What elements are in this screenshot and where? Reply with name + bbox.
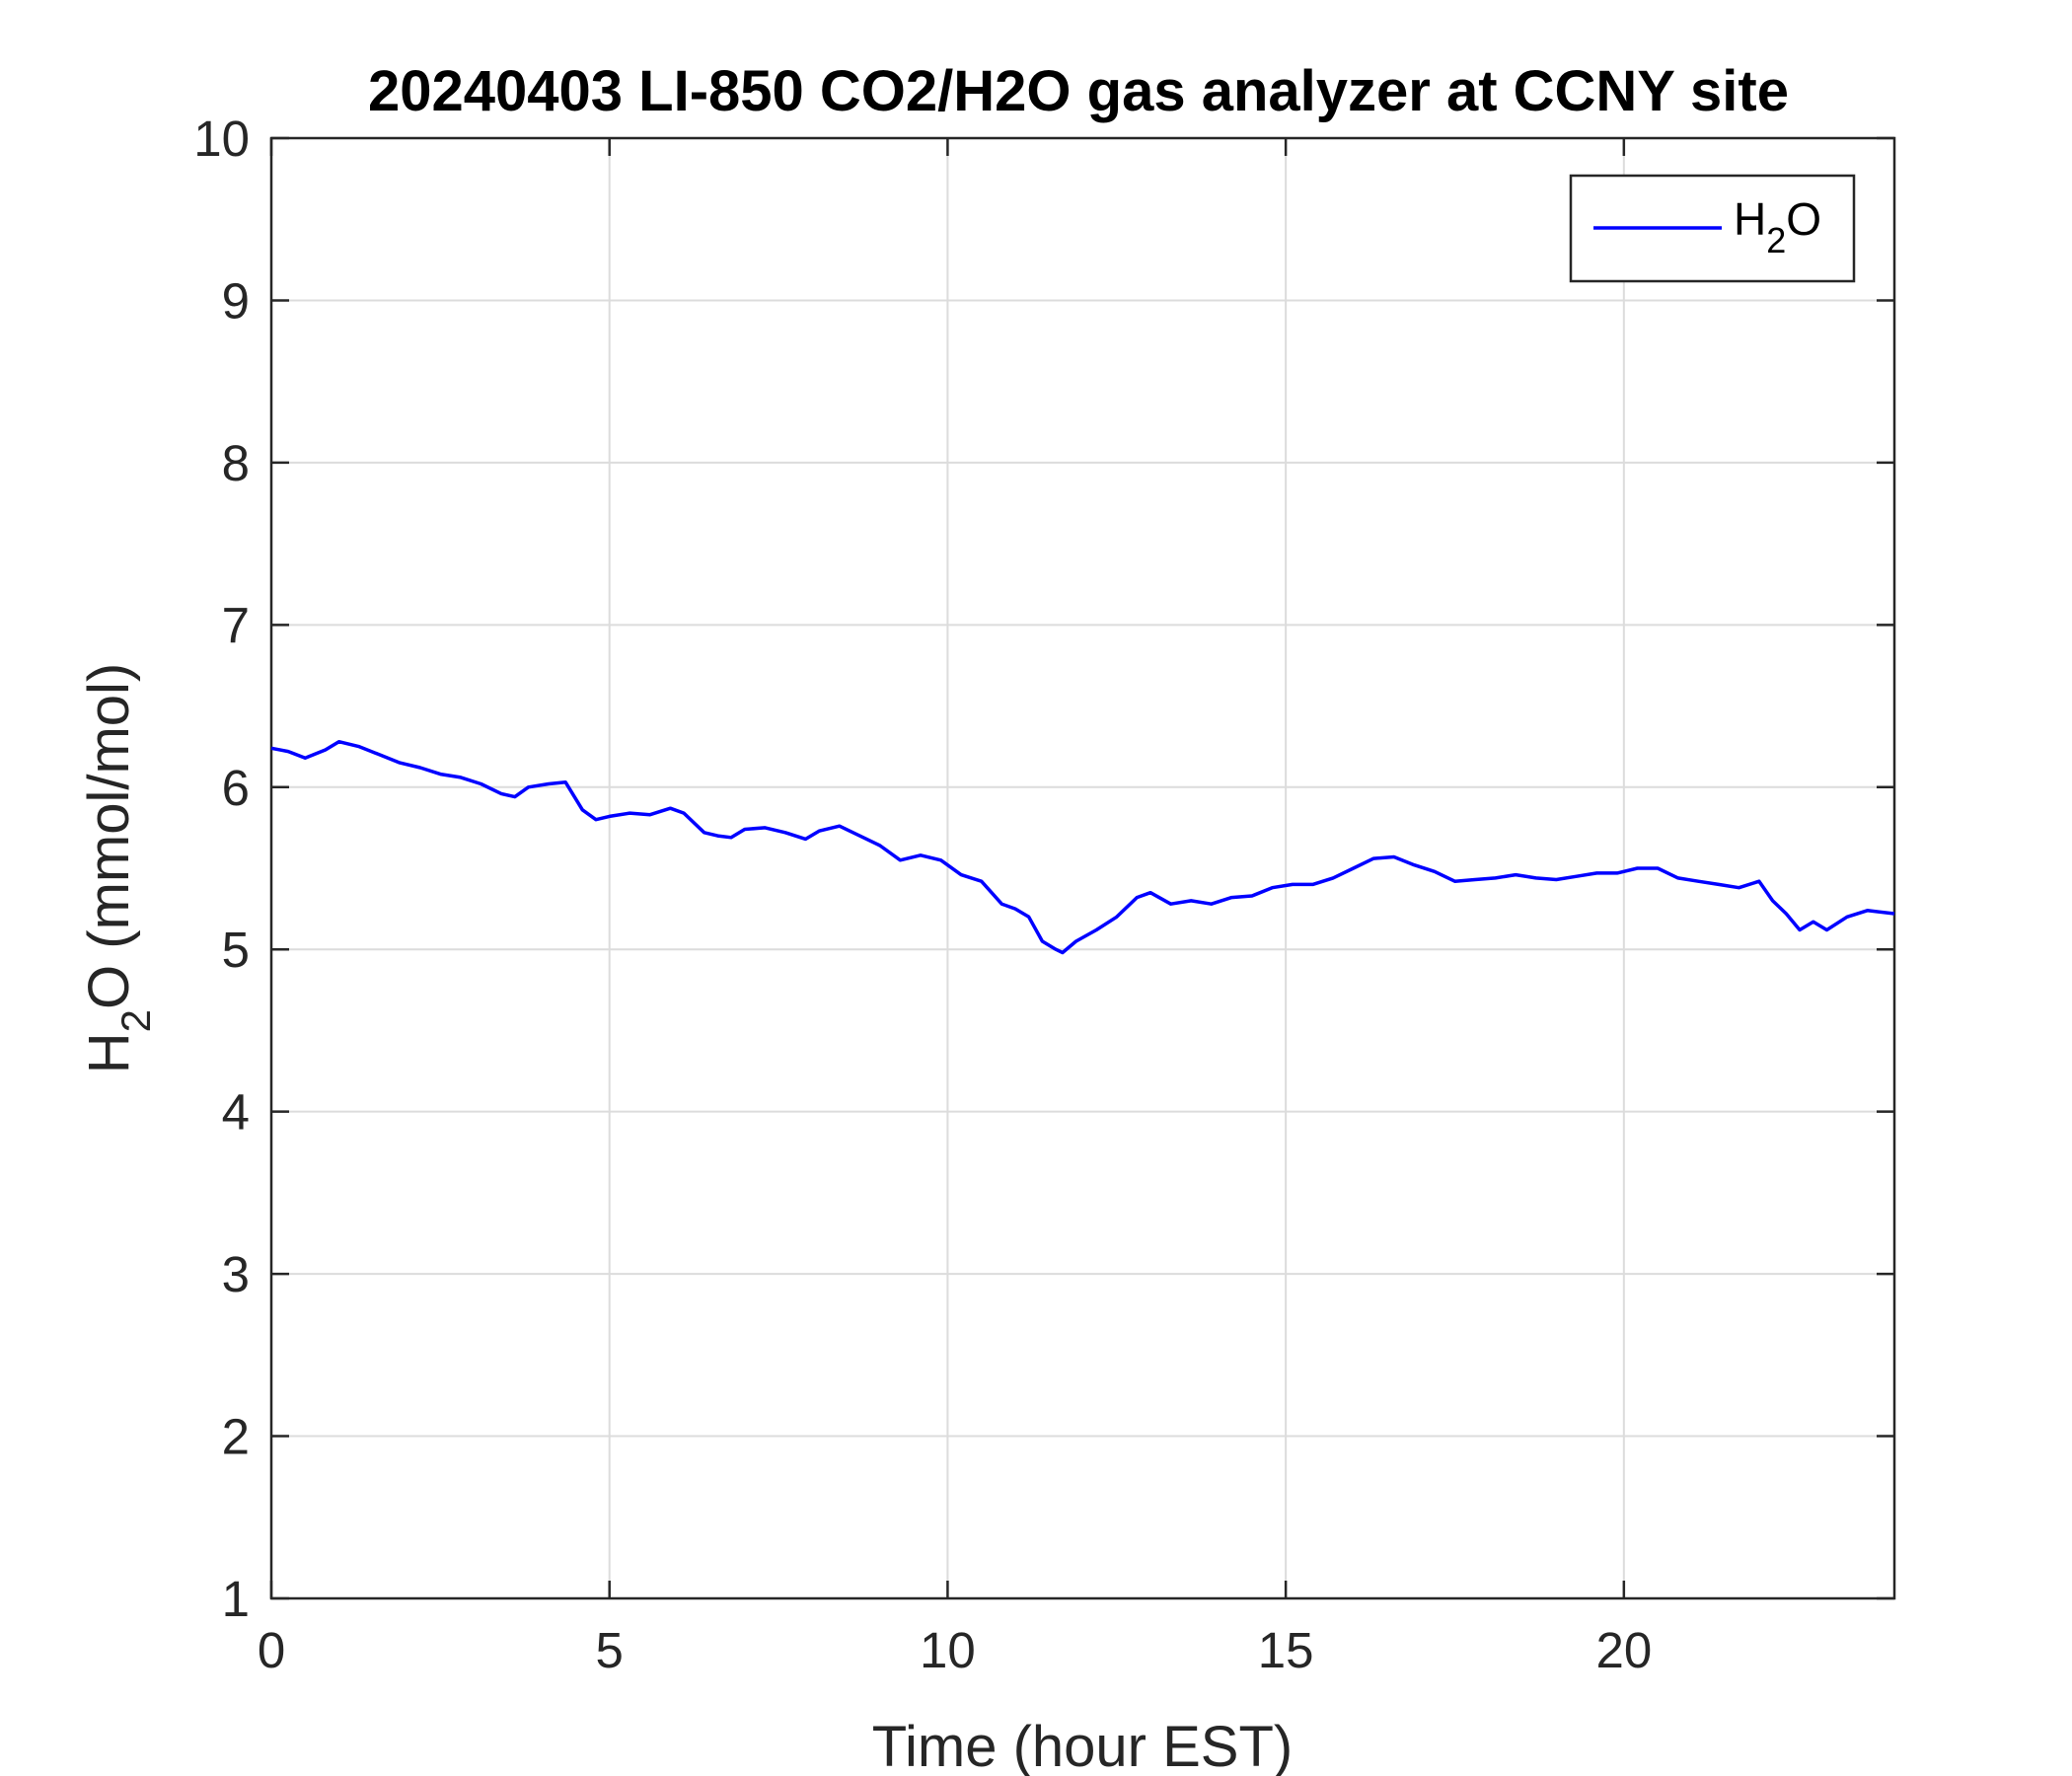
legend-label-subscript: 2 — [1766, 220, 1786, 260]
x-tick-label: 15 — [1258, 1622, 1314, 1678]
y-tick-label: 7 — [222, 597, 250, 653]
legend-label-base: H — [1734, 193, 1766, 245]
grid-lines — [271, 138, 1894, 1598]
y-tick-label: 9 — [222, 272, 250, 329]
y-axis-label-subscript: 2 — [112, 1009, 159, 1032]
y-axis-label-rest: O (mmol/mol) — [77, 663, 141, 1009]
legend: H2O — [1569, 174, 1856, 283]
y-tick-label: 6 — [222, 760, 250, 816]
x-axis-label: Time (hour EST) — [872, 1715, 1293, 1776]
y-tick-label: 10 — [193, 111, 250, 167]
y-tick-label: 1 — [222, 1571, 250, 1627]
x-tick-label: 10 — [920, 1622, 976, 1678]
x-tick-label: 0 — [258, 1622, 285, 1678]
plot-frame — [269, 136, 1896, 1600]
series-group — [270, 739, 1895, 955]
y-axis-label: H2O (mmol/mol) — [77, 663, 159, 1073]
y-tick-label: 3 — [222, 1246, 250, 1302]
y-tick-label: 5 — [222, 922, 250, 978]
chart-title: 20240403 LI-850 CO2/H2O gas analyzer at … — [368, 59, 1789, 123]
y-tick-label: 4 — [222, 1084, 250, 1141]
y-tick-label: 8 — [222, 435, 250, 491]
axis-ticks — [269, 136, 1894, 1600]
series-line-0 — [270, 739, 1895, 955]
x-tick-label: 20 — [1595, 1622, 1652, 1678]
y-tick-labels: 1 2 3 4 5 6 7 8 9 10 — [193, 111, 250, 1627]
x-tick-labels: 0 5 10 15 20 — [258, 1622, 1652, 1678]
legend-entry-label: H2O — [1734, 193, 1821, 260]
legend-label-rest: O — [1786, 193, 1821, 245]
y-axis-label-base: H — [77, 1032, 141, 1073]
y-tick-label: 2 — [222, 1409, 250, 1465]
x-tick-label: 5 — [596, 1622, 624, 1678]
